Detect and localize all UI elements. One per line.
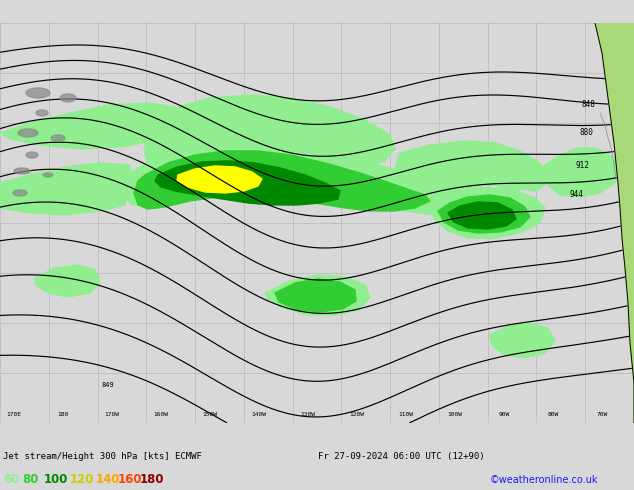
- Text: 160: 160: [118, 473, 143, 487]
- Text: 60: 60: [3, 473, 20, 487]
- Text: 944: 944: [570, 191, 584, 199]
- Text: 912: 912: [575, 161, 589, 171]
- Text: 160W: 160W: [153, 413, 169, 417]
- Text: 110W: 110W: [399, 413, 413, 417]
- Text: 70W: 70W: [597, 413, 607, 417]
- Text: 150W: 150W: [202, 413, 217, 417]
- Polygon shape: [0, 163, 130, 215]
- Polygon shape: [145, 95, 395, 171]
- Text: 140W: 140W: [252, 413, 266, 417]
- Polygon shape: [51, 135, 65, 141]
- Polygon shape: [177, 166, 262, 193]
- Polygon shape: [265, 275, 370, 315]
- Polygon shape: [35, 265, 100, 297]
- Polygon shape: [43, 173, 53, 177]
- Text: 120: 120: [70, 473, 94, 487]
- Polygon shape: [275, 279, 356, 312]
- Polygon shape: [60, 94, 76, 102]
- Polygon shape: [26, 152, 38, 158]
- Polygon shape: [595, 23, 634, 423]
- Text: Fr 27-09-2024 06:00 UTC (12+90): Fr 27-09-2024 06:00 UTC (12+90): [318, 452, 484, 461]
- Text: 848: 848: [582, 100, 596, 109]
- Text: 80: 80: [22, 473, 39, 487]
- Text: 130W: 130W: [301, 413, 316, 417]
- Text: 100: 100: [44, 473, 68, 487]
- Polygon shape: [155, 161, 340, 205]
- Polygon shape: [543, 148, 618, 197]
- Text: 170E: 170E: [6, 413, 22, 417]
- Polygon shape: [26, 88, 50, 98]
- Polygon shape: [438, 195, 530, 233]
- Polygon shape: [14, 168, 30, 174]
- Text: 90W: 90W: [498, 413, 510, 417]
- Polygon shape: [430, 188, 545, 238]
- Polygon shape: [134, 151, 430, 211]
- Polygon shape: [18, 129, 38, 137]
- Text: 170W: 170W: [105, 413, 119, 417]
- Text: 180: 180: [57, 413, 68, 417]
- Polygon shape: [13, 190, 27, 196]
- Text: 120W: 120W: [349, 413, 365, 417]
- Text: 140: 140: [96, 473, 120, 487]
- Text: 849: 849: [101, 382, 114, 388]
- Text: ©weatheronline.co.uk: ©weatheronline.co.uk: [490, 475, 598, 485]
- Text: 880: 880: [580, 128, 594, 138]
- Polygon shape: [0, 103, 185, 149]
- Text: 100W: 100W: [448, 413, 462, 417]
- Polygon shape: [448, 202, 516, 229]
- Text: Jet stream/Height 300 hPa [kts] ECMWF: Jet stream/Height 300 hPa [kts] ECMWF: [3, 452, 202, 461]
- Polygon shape: [125, 137, 520, 216]
- Polygon shape: [36, 110, 48, 116]
- Text: 180: 180: [140, 473, 164, 487]
- Text: 80W: 80W: [547, 413, 559, 417]
- Polygon shape: [395, 141, 550, 198]
- Polygon shape: [490, 323, 555, 358]
